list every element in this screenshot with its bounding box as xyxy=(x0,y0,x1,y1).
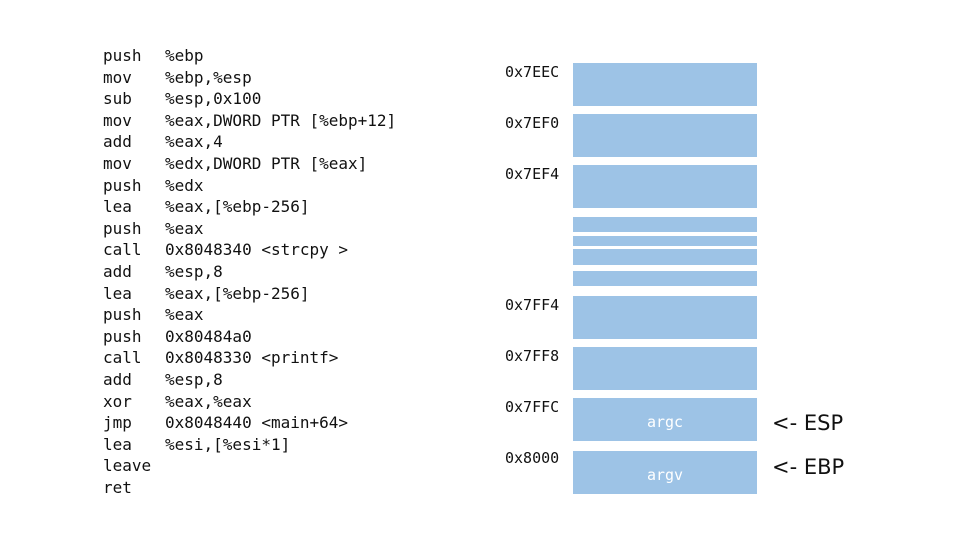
asm-operands: 0x80484a0 xyxy=(165,326,252,346)
asm-line: sub %esp,0x100 xyxy=(103,88,396,110)
argc-label: argc xyxy=(646,413,684,431)
stack-address: 0x7EEC xyxy=(505,63,560,81)
asm-opcode: sub xyxy=(103,89,132,109)
asm-line: lea %eax,[%ebp-256] xyxy=(103,196,396,218)
asm-opcode: ret xyxy=(103,477,132,497)
asm-opcode: push xyxy=(103,46,142,65)
asm-operands: %esp,8 xyxy=(165,369,223,389)
asm-opcode: push xyxy=(103,305,142,325)
asm-operands: %esp,8 xyxy=(165,261,223,281)
asm-operands: 0x8048340 <strcpy > xyxy=(165,240,349,260)
stack-cell-argv xyxy=(573,451,757,494)
asm-opcode: push xyxy=(103,175,142,195)
asm-line: mov %ebp,%esp xyxy=(103,67,396,89)
asm-operands: %ebp xyxy=(165,46,204,65)
asm-opcode: lea xyxy=(103,434,132,454)
esp-pointer: <- ESP xyxy=(772,411,844,435)
asm-opcode: add xyxy=(103,369,132,389)
asm-line: lea %eax,[%ebp-256] xyxy=(103,283,396,305)
stack-address: 0x7FF8 xyxy=(505,347,560,365)
asm-opcode: add xyxy=(103,261,132,281)
stack-address: 0x7FFC xyxy=(505,398,560,416)
stack-address: 0x7EF4 xyxy=(505,165,560,183)
asm-opcode: push xyxy=(103,326,142,346)
asm-operands: %eax xyxy=(165,218,204,238)
asm-operands: 0x8048330 <printf> xyxy=(165,348,339,368)
asm-line: push 0x80484a0 xyxy=(103,326,396,348)
asm-operands: %esi,[%esi*1] xyxy=(165,434,291,454)
asm-line: mov %eax,DWORD PTR [%ebp+12] xyxy=(103,110,396,132)
asm-line: add %esp,8 xyxy=(103,369,396,391)
asm-operands: %eax,[%ebp-256] xyxy=(165,283,310,303)
asm-operands: %eax,4 xyxy=(165,132,223,152)
asm-line: add %esp,8 xyxy=(103,261,396,283)
asm-operands: %eax,DWORD PTR [%ebp+12] xyxy=(165,110,397,130)
asm-operands: %edx,DWORD PTR [%eax] xyxy=(165,153,368,173)
stack-cell xyxy=(573,114,757,157)
stack-address: 0x7FF4 xyxy=(505,296,560,314)
asm-opcode: mov xyxy=(103,153,132,173)
stack-cell xyxy=(573,296,757,339)
asm-line: xor %eax,%eax xyxy=(103,391,396,413)
stack-cell-thin xyxy=(573,249,757,265)
asm-operands: %ebp,%esp xyxy=(165,67,252,87)
asm-operands: %esp,0x100 xyxy=(165,89,262,109)
asm-line: push %eax xyxy=(103,218,396,240)
asm-operands: %edx xyxy=(165,175,204,195)
stack-cell xyxy=(573,165,757,208)
asm-operands: %eax,[%ebp-256] xyxy=(165,197,310,217)
stack-address: 0x8000 xyxy=(505,449,560,467)
stack-cell-argc xyxy=(573,398,757,441)
asm-line: push %eax xyxy=(103,304,396,326)
stack-address: 0x7EF0 xyxy=(505,114,560,132)
asm-operands: %eax xyxy=(165,305,204,325)
asm-opcode: mov xyxy=(103,67,132,87)
argv-label: argv xyxy=(646,466,684,484)
asm-operands: %eax,%eax xyxy=(165,391,252,411)
asm-line: call 0x8048330 <printf> xyxy=(103,347,396,369)
stack-cell xyxy=(573,63,757,106)
asm-opcode: add xyxy=(103,132,132,152)
assembly-listing: push %ebp mov %ebp,%esp sub %esp,0x100 mov %eax… xyxy=(103,45,396,498)
asm-opcode: call xyxy=(103,240,142,260)
stack-cell xyxy=(573,347,757,390)
asm-opcode: xor xyxy=(103,391,132,411)
ebp-pointer: <- EBP xyxy=(772,455,845,479)
asm-line: call 0x8048340 <strcpy > xyxy=(103,239,396,261)
asm-line: jmp 0x8048440 <main+64> xyxy=(103,412,396,434)
asm-opcode: leave xyxy=(103,456,152,476)
asm-opcode: call xyxy=(103,348,142,368)
asm-opcode: jmp xyxy=(103,413,132,433)
asm-line: push %ebp xyxy=(103,45,396,67)
asm-line: push %edx xyxy=(103,175,396,197)
asm-opcode: lea xyxy=(103,283,132,303)
asm-line: ret xyxy=(103,477,396,499)
asm-opcode: lea xyxy=(103,197,132,217)
asm-operands: 0x8048440 <main+64> xyxy=(165,413,349,433)
asm-opcode: push xyxy=(103,218,142,238)
stack-cell-thin xyxy=(573,217,757,232)
asm-line: add %eax,4 xyxy=(103,131,396,153)
stack-cell-thin xyxy=(573,236,757,246)
stack-cell-thin xyxy=(573,271,757,286)
asm-line: mov %edx,DWORD PTR [%eax] xyxy=(103,153,396,175)
asm-line: lea %esi,[%esi*1] xyxy=(103,434,396,456)
asm-line: leave xyxy=(103,455,396,477)
asm-opcode: mov xyxy=(103,110,132,130)
